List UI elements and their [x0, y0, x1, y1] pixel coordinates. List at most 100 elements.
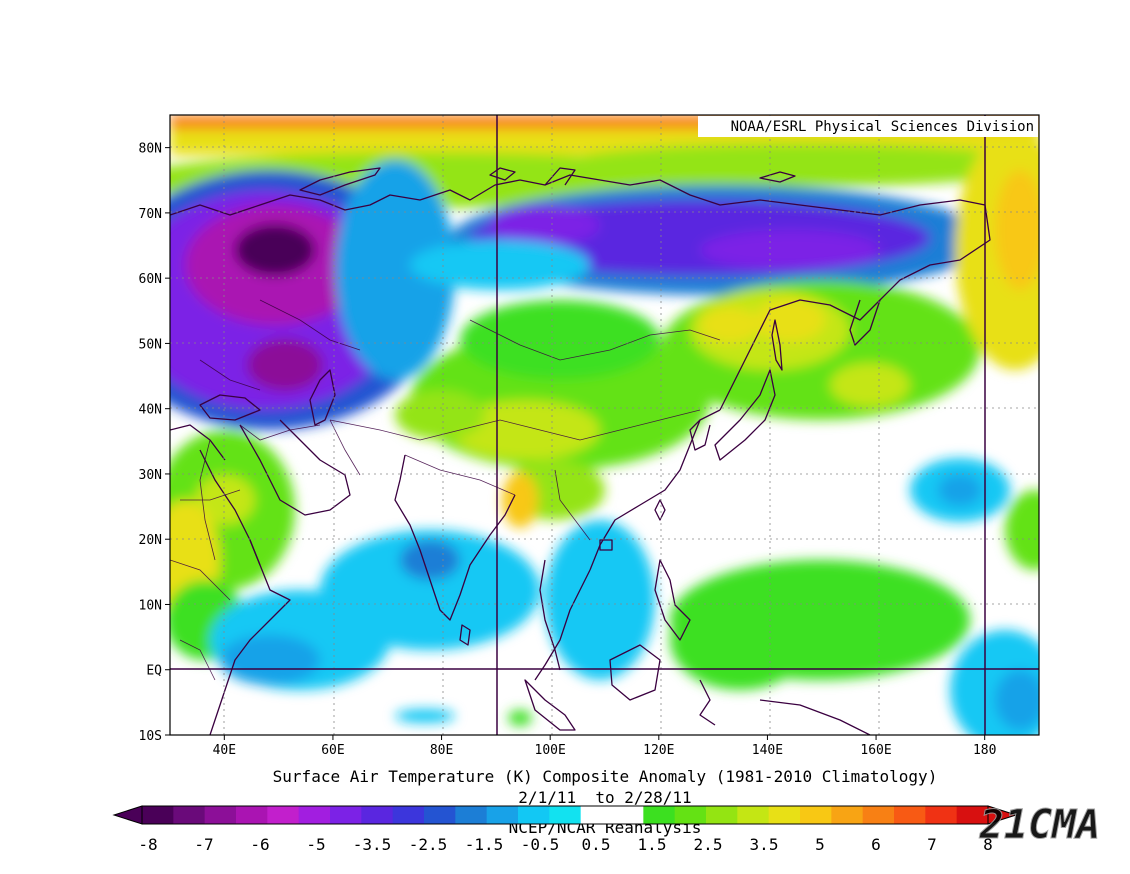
okhotsk-coast	[719, 204, 991, 411]
colorbar-swatch	[706, 806, 738, 824]
africa-coast	[209, 539, 291, 735]
latitude-axis: 80N 70N 60N 50N 40N 30N 20N 10N EQ 10S	[139, 142, 170, 744]
colorbar	[112, 805, 1018, 825]
colorbar-swatch	[580, 806, 613, 824]
lat-tick-label: 70N	[139, 207, 162, 222]
colorbar-label: 5	[815, 835, 825, 854]
colorbar-label: 0.5	[582, 835, 611, 854]
source-label-box	[698, 116, 1038, 137]
watermark-logo: 21CMA	[979, 802, 1100, 848]
scs-cool	[545, 520, 655, 680]
kamchatka	[849, 299, 881, 346]
west-cold-core	[235, 224, 315, 276]
india-cool-core	[400, 540, 460, 580]
manchuria-warm	[700, 307, 760, 343]
colorbar-label: 1.5	[638, 835, 667, 854]
colorbar-swatch	[267, 806, 300, 824]
colorbar-swatch	[549, 806, 582, 824]
colorbar-label: -1.5	[465, 835, 504, 854]
caspian	[309, 369, 336, 426]
east-pacific-warm	[1005, 490, 1039, 570]
malaya	[539, 559, 561, 671]
arctic-coast	[170, 174, 986, 216]
kazakh-warm	[395, 390, 485, 440]
colorbar-swatch	[956, 806, 989, 824]
lon-tick-label: 100E	[535, 743, 566, 758]
colorbar-swatch	[455, 806, 488, 824]
colorbar-swatch	[392, 806, 425, 824]
colorbar-label: 6	[871, 835, 881, 854]
novaya-zemlya	[299, 167, 381, 196]
colorbar-swatch	[737, 806, 770, 824]
sri-lanka	[459, 624, 471, 646]
date-range: 2/1/11 to 2/28/11	[518, 788, 691, 807]
japan	[714, 369, 776, 461]
coastlines	[170, 167, 991, 735]
arabia	[239, 419, 351, 516]
colorbar-swatch	[925, 806, 958, 824]
borneo	[609, 644, 661, 701]
pacific-cool-a-core	[938, 474, 982, 506]
philippines	[654, 559, 691, 641]
indochina	[534, 569, 591, 681]
lon-tick-label: 60E	[321, 743, 344, 758]
north-cold-core-b	[700, 230, 880, 270]
taiwan	[654, 499, 666, 521]
pacific-warm-spot	[830, 363, 910, 407]
burma-warm	[502, 472, 538, 528]
colorbar-label: 2.5	[694, 835, 723, 854]
reference-lines	[170, 115, 1039, 735]
colorbar-swatch	[173, 806, 206, 824]
lon-tick-label: 180	[973, 743, 996, 758]
colorbar-swatch	[862, 806, 895, 824]
source-label: NOAA/ESRL Physical Sciences Division	[731, 119, 1034, 135]
india	[394, 454, 516, 621]
sakhalin	[771, 319, 783, 371]
maritime-warm	[670, 590, 810, 690]
mongolia-warm	[460, 300, 660, 380]
colorbar-arrow-low	[112, 805, 143, 825]
colorbar-swatch	[768, 806, 801, 824]
severnaya-zemlya	[544, 167, 576, 186]
lat-tick-label: 40N	[139, 403, 162, 418]
lat-tick-label: 20N	[139, 533, 162, 548]
colorbar-swatch	[674, 806, 707, 824]
lat-tick-label: 60N	[139, 272, 162, 287]
lat-tick-label: 10N	[139, 598, 162, 613]
med-coast	[170, 424, 226, 461]
cyan-fringe-north	[410, 240, 590, 290]
west-cold-core2	[247, 339, 323, 391]
bering-hot	[995, 170, 1039, 290]
colorbar-swatch	[361, 806, 394, 824]
lon-tick-label: 160E	[860, 743, 891, 758]
longitude-axis: 40E 60E 80E 100E 120E 140E 160E 180	[213, 735, 996, 758]
arctic-green-belt-east	[560, 143, 1039, 187]
colorbar-label: -0.5	[521, 835, 560, 854]
arabia-core	[195, 475, 255, 525]
colorbar-label: -7	[194, 835, 213, 854]
hainan	[599, 539, 613, 551]
colorbar-label: 3.5	[750, 835, 779, 854]
colorbar-swatch	[330, 806, 362, 824]
colorbar-swatch	[831, 806, 864, 824]
lon-tick-label: 140E	[752, 743, 783, 758]
colorbar-swatch	[894, 806, 926, 824]
tibet-warm	[450, 400, 600, 460]
pacific-cool-b-core	[995, 670, 1039, 730]
colorbar-swatch	[236, 806, 268, 824]
colorbar-label: -3.5	[353, 835, 392, 854]
plot-title: Surface Air Temperature (K) Composite An…	[273, 767, 938, 786]
cold-fringe	[335, 160, 455, 380]
lat-tick-label: 10S	[139, 729, 162, 744]
black-sea	[199, 394, 261, 421]
colorbar-swatch	[643, 806, 676, 824]
map-plot-area: NOAA/ESRL Physical Sciences Division	[170, 115, 1039, 735]
sulawesi	[699, 679, 716, 726]
lon-tick-label: 120E	[643, 743, 674, 758]
colorbar-swatch	[486, 806, 519, 824]
colorbar-frame	[141, 805, 989, 825]
colorbar-label: -6	[250, 835, 269, 854]
sumatra	[524, 679, 576, 731]
colorbar-swatch	[142, 806, 174, 824]
